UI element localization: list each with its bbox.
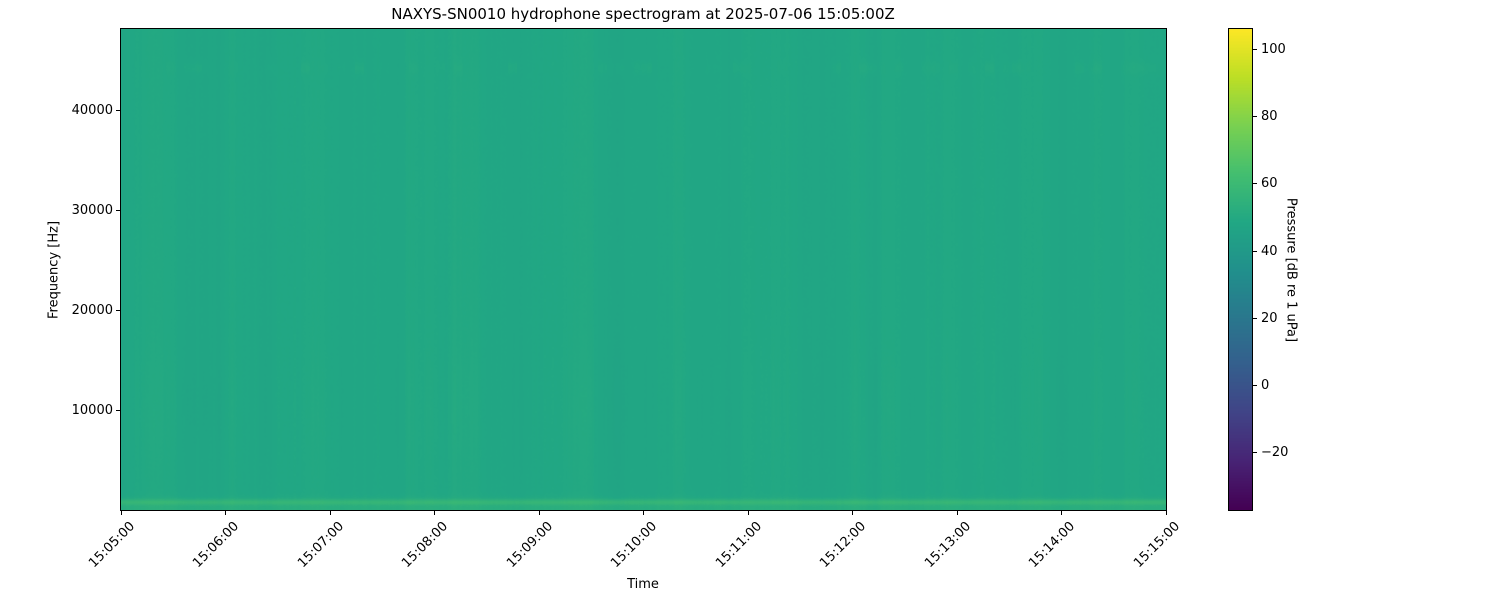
spectrogram-heatmap: [120, 28, 1167, 511]
x-axis-label: Time: [627, 577, 659, 592]
x-tick-label: 15:11:00: [712, 519, 765, 571]
colorbar-tick-mark: [1253, 385, 1257, 387]
x-tick-mark: [956, 511, 958, 515]
y-tick-label: 40000: [71, 102, 113, 118]
colorbar-tick-label: −20: [1261, 445, 1289, 461]
x-tick-mark: [1061, 511, 1062, 515]
x-tick-mark: [434, 511, 435, 515]
x-tick-label: 15:07:00: [294, 519, 347, 571]
x-tick-label: 15:09:00: [503, 519, 556, 571]
x-tick-mark: [329, 511, 331, 515]
y-tick-mark: [116, 309, 120, 311]
x-tick-label: 15:10:00: [608, 519, 661, 571]
x-tick-label: 15:14:00: [1026, 519, 1079, 571]
colorbar-tick-label: 100: [1261, 41, 1286, 57]
y-tick-label: 10000: [71, 402, 113, 418]
colorbar-tick-mark: [1253, 48, 1257, 50]
colorbar-tick-label: 40: [1261, 243, 1278, 259]
y-tick-mark: [116, 409, 120, 411]
y-tick-mark: [116, 109, 120, 111]
colorbar-label: Pressure [dB re 1 uPa]: [1283, 197, 1299, 343]
x-tick-mark: [225, 511, 226, 515]
x-tick-label: 15:05:00: [85, 519, 138, 571]
y-tick-label: 30000: [71, 202, 113, 218]
colorbar-tick-mark: [1253, 183, 1257, 185]
x-tick-mark: [852, 511, 853, 515]
chart-title: NAXYS-SN0010 hydrophone spectrogram at 2…: [391, 5, 895, 23]
colorbar-tick-mark: [1253, 317, 1257, 319]
x-tick-mark: [1165, 511, 1167, 515]
colorbar-tick-mark: [1253, 250, 1257, 252]
colorbar-tick-label: 20: [1261, 310, 1278, 326]
x-tick-label: 15:15:00: [1130, 519, 1183, 571]
colorbar-tick-label: 0: [1261, 378, 1270, 394]
y-axis-label: Frequency [Hz]: [46, 220, 62, 320]
colorbar-tick-label: 60: [1261, 176, 1278, 192]
x-tick-mark: [538, 511, 540, 515]
y-tick-label: 20000: [71, 302, 113, 318]
x-tick-label: 15:08:00: [399, 519, 452, 571]
colorbar-tick-label: 80: [1261, 108, 1278, 124]
x-tick-label: 15:13:00: [921, 519, 974, 571]
x-tick-mark: [747, 511, 749, 515]
x-tick-mark: [643, 511, 644, 515]
x-tick-label: 15:06:00: [190, 519, 243, 571]
colorbar-tick-mark: [1253, 115, 1257, 117]
y-tick-mark: [116, 209, 120, 211]
colorbar-tick-mark: [1253, 452, 1257, 454]
x-tick-mark: [120, 511, 122, 515]
colorbar: [1228, 28, 1253, 511]
x-tick-label: 15:12:00: [817, 519, 870, 571]
